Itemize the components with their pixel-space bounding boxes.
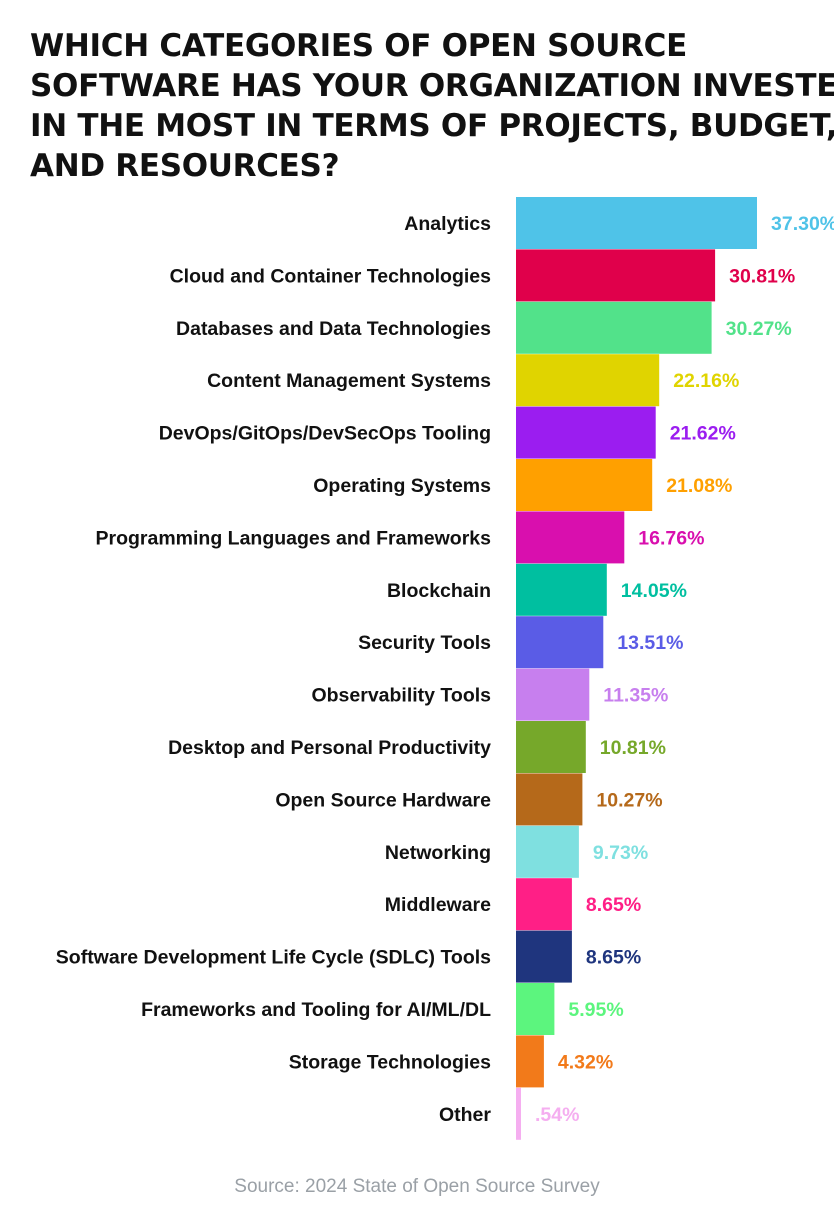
category-label-middleware: Middleware	[385, 894, 491, 916]
category-label-analytics: Analytics	[404, 213, 491, 235]
value-label-open-source-hardware: 10.27%	[596, 789, 662, 811]
bar-blockchain	[516, 563, 607, 616]
category-label-frameworks-and-tooling-for-ai-ml-dl: Frameworks and Tooling for AI/ML/DL	[141, 999, 491, 1021]
bar-observability-tools	[516, 668, 590, 721]
bar-middleware	[516, 878, 572, 931]
value-label-blockchain: 14.05%	[621, 580, 687, 602]
bar-programming-languages-and-frameworks	[516, 511, 625, 564]
bar-chart: Analytics 37.30% Cloud and Container Techn…	[56, 197, 834, 1140]
bar-analytics	[516, 197, 757, 249]
category-label-cloud-and-container-technologies: Cloud and Container Technologies	[170, 265, 492, 287]
chart-title: WHICH CATEGORIES OF OPEN SOURCE SOFTWARE…	[30, 26, 834, 186]
value-label-devops-gitops-devsecops-tooling: 21.62%	[670, 423, 736, 445]
value-label-analytics: 37.30%	[771, 213, 834, 235]
value-label-cloud-and-container-technologies: 30.81%	[729, 265, 795, 287]
value-label-software-development-life-cycle-sdlc-tools: 8.65%	[586, 947, 641, 969]
category-label-storage-technologies: Storage Technologies	[289, 1051, 491, 1073]
value-label-security-tools: 13.51%	[617, 632, 683, 654]
category-label-operating-systems: Operating Systems	[313, 475, 491, 497]
bar-frameworks-and-tooling-for-ai-ml-dl	[516, 983, 555, 1035]
bar-operating-systems	[516, 459, 653, 511]
value-label-programming-languages-and-frameworks: 16.76%	[638, 527, 704, 549]
bar-cloud-and-container-technologies	[516, 249, 716, 302]
value-label-middleware: 8.65%	[586, 894, 641, 916]
category-label-devops-gitops-devsecops-tooling: DevOps/GitOps/DevSecOps Tooling	[159, 423, 491, 445]
category-label-content-management-systems: Content Management Systems	[207, 370, 491, 392]
bar-devops-gitops-devsecops-tooling	[516, 406, 656, 459]
bar-software-development-life-cycle-sdlc-tools	[516, 930, 572, 983]
value-label-observability-tools: 11.35%	[603, 685, 668, 707]
bar-desktop-and-personal-productivity	[516, 721, 586, 773]
bar-security-tools	[516, 616, 604, 669]
category-label-security-tools: Security Tools	[358, 632, 491, 654]
bar-databases-and-data-technologies	[516, 301, 712, 354]
value-label-storage-technologies: 4.32%	[558, 1051, 613, 1073]
category-label-other: Other	[439, 1104, 491, 1126]
category-label-desktop-and-personal-productivity: Desktop and Personal Productivity	[168, 737, 491, 759]
chart-title-line-4: AND RESOURCES?	[30, 148, 340, 184]
category-label-observability-tools: Observability Tools	[311, 685, 491, 707]
value-label-desktop-and-personal-productivity: 10.81%	[600, 737, 666, 759]
value-label-operating-systems: 21.08%	[666, 475, 732, 497]
category-label-blockchain: Blockchain	[387, 580, 491, 602]
bar-content-management-systems	[516, 354, 660, 407]
bar-open-source-hardware	[516, 773, 583, 826]
value-label-other: .54%	[535, 1104, 579, 1126]
value-label-databases-and-data-technologies: 30.27%	[726, 318, 792, 340]
chart-title-line-3: IN THE MOST IN TERMS OF PROJECTS, BUDGET…	[30, 108, 834, 144]
category-label-software-development-life-cycle-sdlc-tools: Software Development Life Cycle (SDLC) T…	[56, 947, 491, 969]
chart-title-line-2: SOFTWARE HAS YOUR ORGANIZATION INVESTED	[30, 68, 834, 104]
chart-title-line-1: WHICH CATEGORIES OF OPEN SOURCE	[30, 28, 687, 64]
bar-storage-technologies	[516, 1035, 544, 1088]
value-label-frameworks-and-tooling-for-ai-ml-dl: 5.95%	[568, 999, 623, 1021]
source-note: Source: 2024 State of Open Source Survey	[234, 1176, 600, 1197]
category-label-programming-languages-and-frameworks: Programming Languages and Frameworks	[95, 527, 491, 549]
category-label-databases-and-data-technologies: Databases and Data Technologies	[176, 318, 491, 340]
value-label-networking: 9.73%	[593, 842, 648, 864]
bar-other	[516, 1087, 521, 1140]
category-label-networking: Networking	[385, 842, 491, 864]
category-label-open-source-hardware: Open Source Hardware	[275, 789, 491, 811]
bar-networking	[516, 825, 579, 878]
value-label-content-management-systems: 22.16%	[673, 370, 739, 392]
